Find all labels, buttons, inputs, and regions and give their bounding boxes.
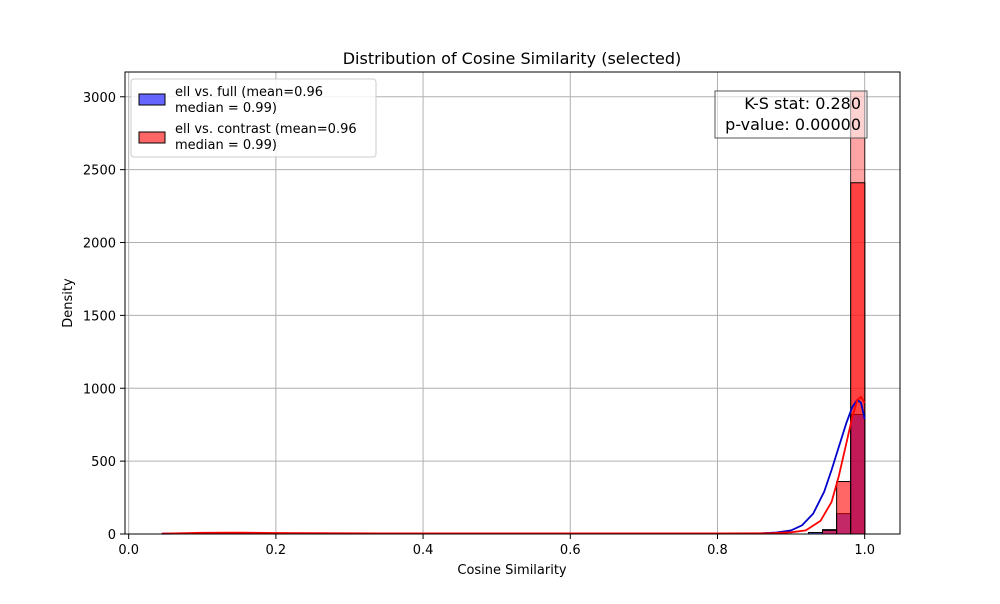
plot-frame <box>124 71 901 535</box>
stats-box: K-S stat: 0.280 p-value: 0.00000 <box>714 90 868 139</box>
x-axis-label: Cosine Similarity <box>457 563 567 578</box>
x-tick-label: 0.4 <box>413 543 434 558</box>
stats-box-frame <box>714 90 868 139</box>
legend-label-contrast-line1: ell vs. contrast (mean=0.96 <box>175 122 357 137</box>
p-value-text: p-value: 0.00000 <box>725 115 861 134</box>
y-tick-label: 500 <box>91 455 116 470</box>
histogram-bar-contrast <box>836 481 852 535</box>
y-tick-label: 0 <box>108 528 116 543</box>
axis-ticks: 0.0 0.2 0.4 0.6 0.8 1.0 0 500 1000 1500 2000 2500 30… <box>83 91 875 558</box>
kde-line-contrast <box>161 395 866 535</box>
x-tick-label: 0.2 <box>266 543 287 558</box>
y-axis-label: Density <box>61 278 76 328</box>
x-tick-label: 1.0 <box>854 543 875 558</box>
legend: ell vs. full (mean=0.96 median = 0.99) e… <box>130 78 377 158</box>
legend-swatch-contrast <box>138 131 166 144</box>
legend-label-full-line2: median = 0.99) <box>175 101 277 116</box>
histogram-bar-contrast <box>822 529 838 535</box>
chart-title: Distribution of Cosine Similarity (selec… <box>343 49 682 68</box>
legend-swatch-full <box>138 93 166 106</box>
y-tick-label: 1000 <box>83 382 116 397</box>
ks-stat-text: K-S stat: 0.280 <box>744 94 861 113</box>
x-tick-label: 0.6 <box>560 543 581 558</box>
y-tick-label: 1500 <box>83 309 116 324</box>
x-tick-label: 0.8 <box>707 543 728 558</box>
legend-label-contrast-line2: median = 0.99) <box>175 138 277 153</box>
histogram-bar-contrast <box>850 182 866 535</box>
y-tick-label: 2500 <box>83 164 116 179</box>
y-tick-label: 3000 <box>83 91 116 106</box>
histogram-bars <box>807 90 866 535</box>
x-tick-label: 0.0 <box>118 543 139 558</box>
y-tick-label: 2000 <box>83 237 116 252</box>
legend-label-full-line1: ell vs. full (mean=0.96 <box>175 85 323 100</box>
legend-box <box>130 78 377 158</box>
